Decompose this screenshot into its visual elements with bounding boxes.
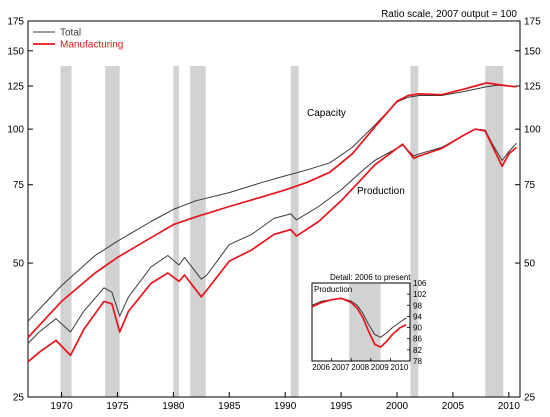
annotation-capacity: Capacity (307, 108, 346, 119)
inset-x-tick-label-2009: 2009 (371, 363, 389, 372)
x-tick-label-1975: 1975 (106, 401, 129, 412)
y-tick-label-right-25: 25 (524, 393, 536, 404)
x-tick-label-2005: 2005 (442, 401, 465, 412)
inset-y-tick-label-94: 94 (413, 312, 422, 321)
inset-title: Detail: 2006 to present (330, 273, 411, 282)
recession-band-4 (290, 66, 299, 397)
x-tick-label-2010: 2010 (498, 401, 521, 412)
x-tick-label-1980: 1980 (162, 401, 185, 412)
legend-label-total: Total (60, 28, 81, 39)
x-tick-label-1985: 1985 (218, 401, 241, 412)
recession-band-3 (190, 66, 206, 397)
series-production-manufacturing (27, 128, 518, 363)
inset-y-tick-label-90: 90 (413, 324, 422, 333)
y-tick-label-left-150: 150 (7, 46, 24, 57)
x-tick-label-2000: 2000 (386, 401, 409, 412)
y-tick-label-right-175: 175 (524, 17, 541, 28)
recession-band-0 (60, 66, 72, 397)
inset-x-tick-label-2008: 2008 (351, 363, 369, 372)
inset-ylabel: Production (314, 285, 352, 294)
recession-band-5 (410, 66, 419, 397)
plot-frame (27, 20, 521, 398)
annotation-production: Production (357, 186, 405, 197)
inset-x-tick-label-2010: 2010 (391, 363, 409, 372)
y-tick-label-left-125: 125 (7, 82, 24, 93)
inset-y-tick-label-82: 82 (413, 346, 422, 355)
y-tick-label-right-100: 100 (524, 125, 541, 136)
inset-y-tick-label-86: 86 (413, 335, 422, 344)
y-tick-label-left-100: 100 (7, 125, 24, 136)
inset-y-tick-label-78: 78 (413, 357, 422, 366)
inset-y-tick-label-98: 98 (413, 301, 422, 310)
series-capacity-total (27, 84, 517, 322)
x-tick-label-1995: 1995 (330, 401, 353, 412)
x-tick-label-1970: 1970 (50, 401, 73, 412)
y-tick-label-right-150: 150 (524, 46, 541, 57)
y-tick-label-right-50: 50 (524, 259, 536, 270)
recession-band-1 (105, 66, 120, 397)
y-tick-label-left-175: 175 (7, 17, 24, 28)
x-tick-label-1990: 1990 (274, 401, 297, 412)
inset-series-manufacturing (311, 297, 407, 348)
y-tick-label-left-25: 25 (13, 393, 25, 404)
y-tick-label-left-75: 75 (13, 180, 25, 191)
y-tick-label-left-50: 50 (13, 259, 25, 270)
recession-band-2 (173, 66, 179, 397)
inset-x-tick-label-2006: 2006 (312, 363, 330, 372)
y-tick-label-right-75: 75 (524, 180, 536, 191)
y-tick-label-right-125: 125 (524, 82, 541, 93)
legend-label-manufacturing: Manufacturing (60, 40, 123, 51)
recession-band-6 (485, 66, 504, 397)
series-capacity-manufacturing (27, 82, 517, 339)
inset-frame-outline (311, 282, 411, 362)
inset-y-tick-label-102: 102 (413, 290, 427, 299)
inset-x-tick-label-2007: 2007 (332, 363, 350, 372)
inset-y-tick-label-106: 106 (413, 279, 427, 288)
scale-note: Ratio scale, 2007 output = 100 (381, 9, 517, 20)
